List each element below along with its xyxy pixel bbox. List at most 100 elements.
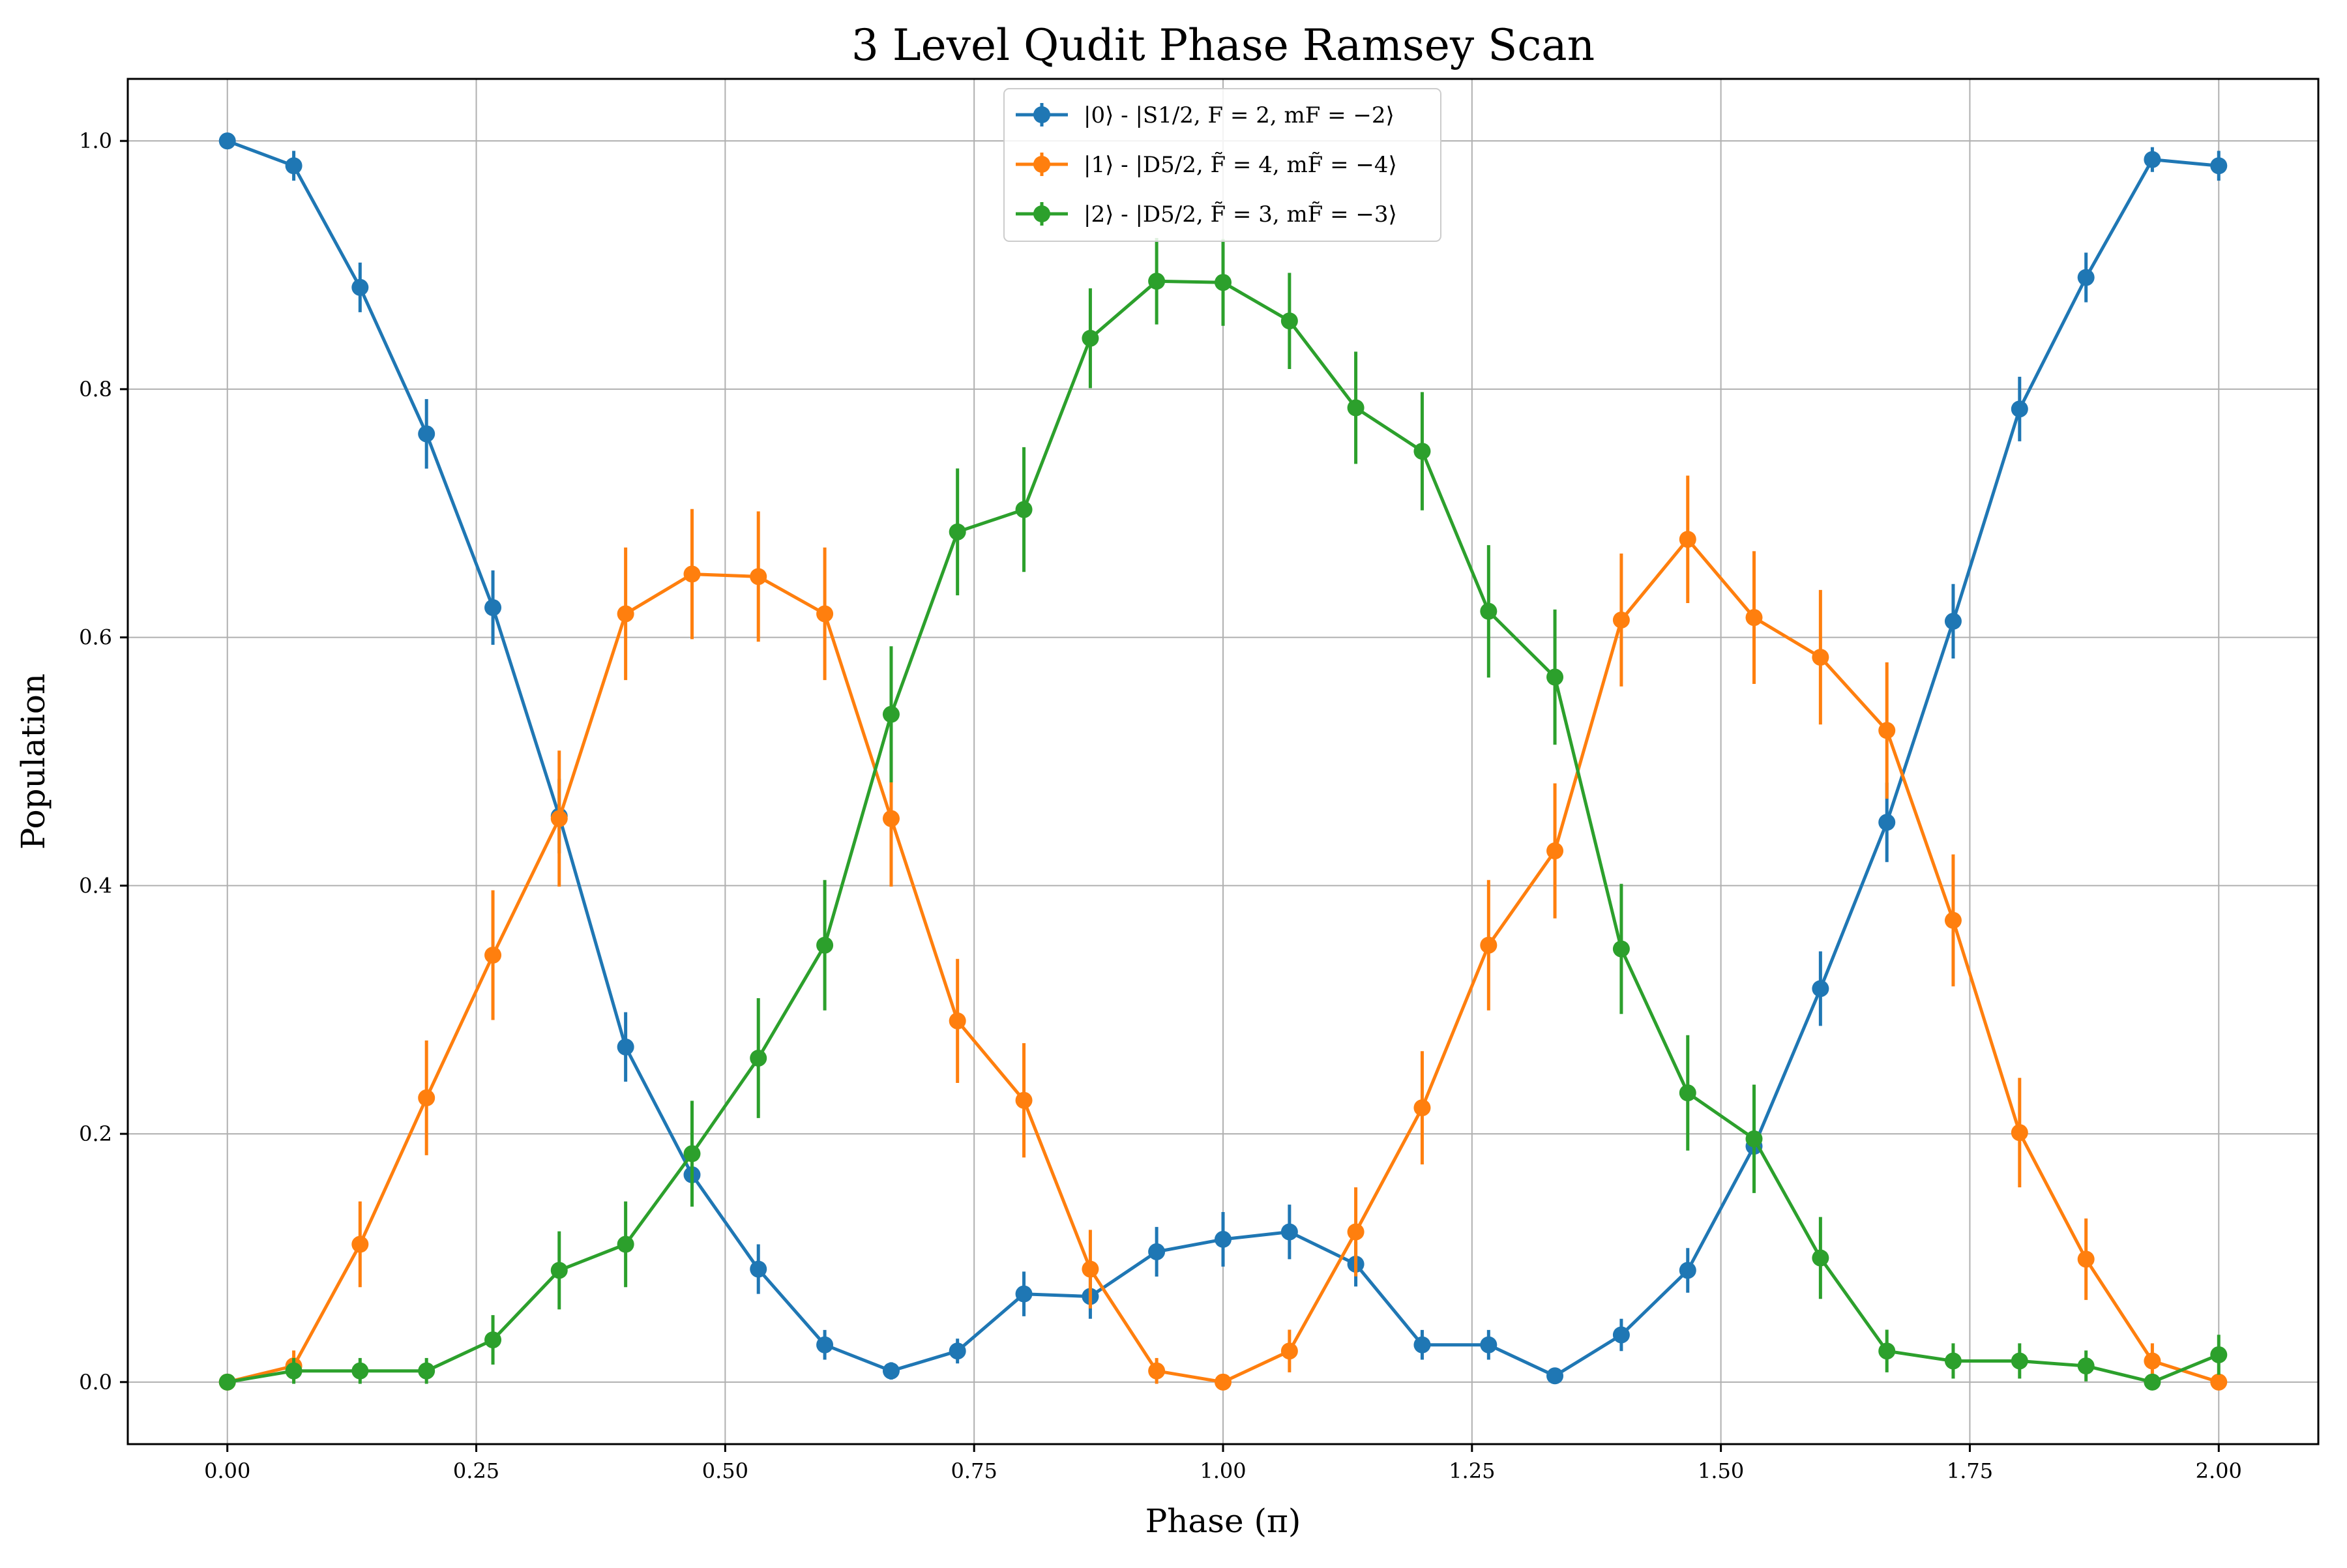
data-point xyxy=(2077,1250,2095,1268)
y-tick-label: 0.6 xyxy=(79,625,112,650)
series-group xyxy=(218,237,2228,1391)
legend-frame xyxy=(1003,88,1441,242)
legend-entry: |2⟩ - |D5/2, F̃ = 3, mF̃ = −3⟩ xyxy=(1016,201,1397,228)
x-tick-label: 1.00 xyxy=(1200,1458,1246,1483)
x-tick-label: 1.25 xyxy=(1449,1458,1495,1483)
data-point xyxy=(750,1260,767,1278)
data-point xyxy=(418,425,435,443)
data-point xyxy=(1679,1262,1696,1279)
data-point xyxy=(1215,1230,1232,1248)
x-tick-label: 2.00 xyxy=(2196,1458,2242,1483)
data-point xyxy=(218,132,236,150)
legend-entry: |1⟩ - |D5/2, F̃ = 4, mF̃ = −4⟩ xyxy=(1016,152,1397,178)
data-point xyxy=(1082,329,1099,347)
data-point xyxy=(949,523,966,540)
data-point xyxy=(1745,609,1763,627)
data-point xyxy=(1148,1362,1166,1380)
y-tick-label: 1.0 xyxy=(79,128,112,153)
data-point xyxy=(1944,612,1962,630)
data-point xyxy=(1280,312,1298,330)
data-point xyxy=(1944,1352,1962,1370)
x-tick-label: 0.75 xyxy=(951,1458,997,1483)
data-point xyxy=(1745,1130,1763,1147)
data-point xyxy=(1480,1336,1498,1354)
data-point xyxy=(683,565,701,583)
data-point xyxy=(218,1373,236,1391)
data-point xyxy=(750,1049,767,1067)
data-point xyxy=(2077,269,2095,286)
data-point xyxy=(816,1336,834,1354)
x-tick-label: 0.00 xyxy=(204,1458,250,1483)
data-point xyxy=(1347,1223,1365,1241)
data-point xyxy=(351,278,369,296)
data-point xyxy=(1878,1342,1896,1360)
data-point xyxy=(949,1012,966,1029)
data-point xyxy=(2210,1346,2228,1363)
data-point xyxy=(1878,722,1896,739)
data-point xyxy=(1612,611,1630,629)
data-point xyxy=(484,946,502,964)
y-tick-label: 0.0 xyxy=(79,1370,112,1395)
data-point xyxy=(1148,273,1166,290)
data-point xyxy=(418,1362,435,1380)
y-tick-label: 0.2 xyxy=(79,1121,112,1146)
data-point xyxy=(1215,274,1232,291)
legend-marker-swatch xyxy=(1033,205,1050,222)
axis-ticks: 0.00 0.25 0.50 0.75 1.00 1.25 1.50 1.75 2.00 0.0 0… xyxy=(79,128,2242,1483)
data-point xyxy=(550,1262,568,1279)
data-point xyxy=(1612,940,1630,958)
data-point xyxy=(1944,911,1962,929)
data-point xyxy=(484,1331,502,1349)
data-point xyxy=(1812,980,1829,998)
legend-label: |1⟩ - |D5/2, F̃ = 4, mF̃ = −4⟩ xyxy=(1084,152,1397,178)
data-point xyxy=(2210,157,2228,175)
data-point xyxy=(1413,1336,1431,1354)
data-point xyxy=(1280,1342,1298,1360)
data-point xyxy=(2077,1357,2095,1375)
series-layer xyxy=(218,132,2228,1391)
data-point xyxy=(617,605,634,623)
data-point xyxy=(1015,501,1033,518)
data-point xyxy=(1015,1285,1033,1303)
series-group xyxy=(218,475,2228,1391)
data-point xyxy=(1413,443,1431,460)
data-point xyxy=(882,705,900,723)
data-point xyxy=(2144,1373,2161,1391)
data-point xyxy=(816,605,834,623)
y-tick-label: 0.8 xyxy=(79,377,112,402)
y-tick-label: 0.4 xyxy=(79,873,112,898)
x-tick-label: 0.25 xyxy=(453,1458,499,1483)
legend-label: |2⟩ - |D5/2, F̃ = 3, mF̃ = −3⟩ xyxy=(1084,201,1397,228)
legend-label: |0⟩ - |S1/2, F = 2, mF = −2⟩ xyxy=(1084,102,1395,128)
data-point xyxy=(2011,1124,2028,1142)
data-point xyxy=(1082,1260,1099,1278)
data-point xyxy=(1612,1326,1630,1344)
y-axis-label: Population xyxy=(14,673,52,850)
data-point xyxy=(1546,668,1564,686)
data-point xyxy=(1878,814,1896,831)
data-point xyxy=(1413,1099,1431,1117)
data-point xyxy=(418,1089,435,1106)
data-point xyxy=(1148,1243,1166,1260)
data-point xyxy=(1480,936,1498,954)
data-point xyxy=(2011,400,2028,418)
data-point xyxy=(285,157,303,175)
data-point xyxy=(1546,842,1564,860)
x-tick-label: 1.50 xyxy=(1698,1458,1744,1483)
data-point xyxy=(550,810,568,827)
x-tick-label: 1.75 xyxy=(1947,1458,1993,1483)
data-point xyxy=(1280,1223,1298,1241)
data-point xyxy=(285,1362,303,1380)
data-point xyxy=(1546,1367,1564,1385)
data-point xyxy=(949,1342,966,1360)
legend-marker-swatch xyxy=(1033,106,1050,123)
data-point xyxy=(2144,1352,2161,1370)
data-point xyxy=(2011,1352,2028,1370)
x-tick-label: 0.50 xyxy=(702,1458,748,1483)
x-axis-label: Phase (π) xyxy=(1145,1502,1301,1540)
data-point xyxy=(683,1145,701,1162)
data-point xyxy=(484,599,502,616)
